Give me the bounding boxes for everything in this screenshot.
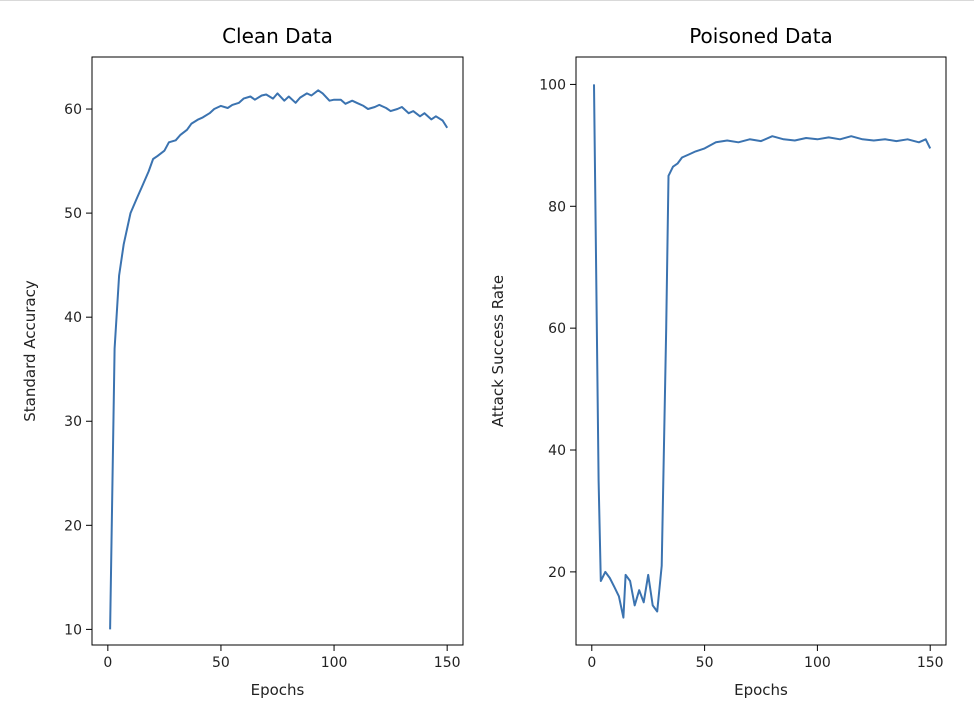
x-tick-label: 50	[212, 655, 230, 671]
window-top-border	[0, 0, 974, 1]
y-tick-label: 60	[548, 321, 566, 337]
x-tick-label: 0	[587, 655, 596, 671]
y-tick-label: 20	[548, 565, 566, 581]
x-tick-label: 150	[434, 655, 461, 671]
data-line	[109, 89, 449, 630]
x-tick-label: 100	[321, 655, 348, 671]
y-tick-label: 80	[548, 199, 566, 215]
x-axis-label: Epochs	[251, 681, 305, 699]
chart-panel-1: Clean Data 0 50 100 150 10 20 30 40 50 60 Epochs Sta…	[21, 24, 464, 699]
y-tick-label: 20	[64, 518, 82, 534]
plot-frame	[91, 56, 464, 646]
y-axis-label: Attack Success Rate	[489, 275, 507, 427]
x-tick-label: 50	[696, 655, 714, 671]
y-tick-label: 40	[64, 310, 82, 326]
data-line	[593, 84, 932, 619]
plot-frame	[575, 56, 947, 646]
y-axis-label: Standard Accuracy	[21, 280, 39, 422]
y-tick-label: 60	[64, 102, 82, 118]
y-tick-label: 10	[64, 622, 82, 638]
chart-panel-2: Poisoned Data 0 50 100 150 20 40 60 80 100 Epochs A…	[489, 24, 947, 699]
y-tick-label: 50	[64, 206, 82, 222]
y-tick-label: 30	[64, 414, 82, 430]
x-tick-label: 150	[917, 655, 944, 671]
x-axis-label: Epochs	[734, 681, 788, 699]
y-tick-label: 100	[539, 77, 566, 93]
x-tick-label: 0	[103, 655, 112, 671]
y-tick-label: 40	[548, 443, 566, 459]
x-tick-label: 100	[804, 655, 831, 671]
chart-title: Poisoned Data	[689, 24, 833, 48]
chart-title: Clean Data	[222, 24, 333, 48]
